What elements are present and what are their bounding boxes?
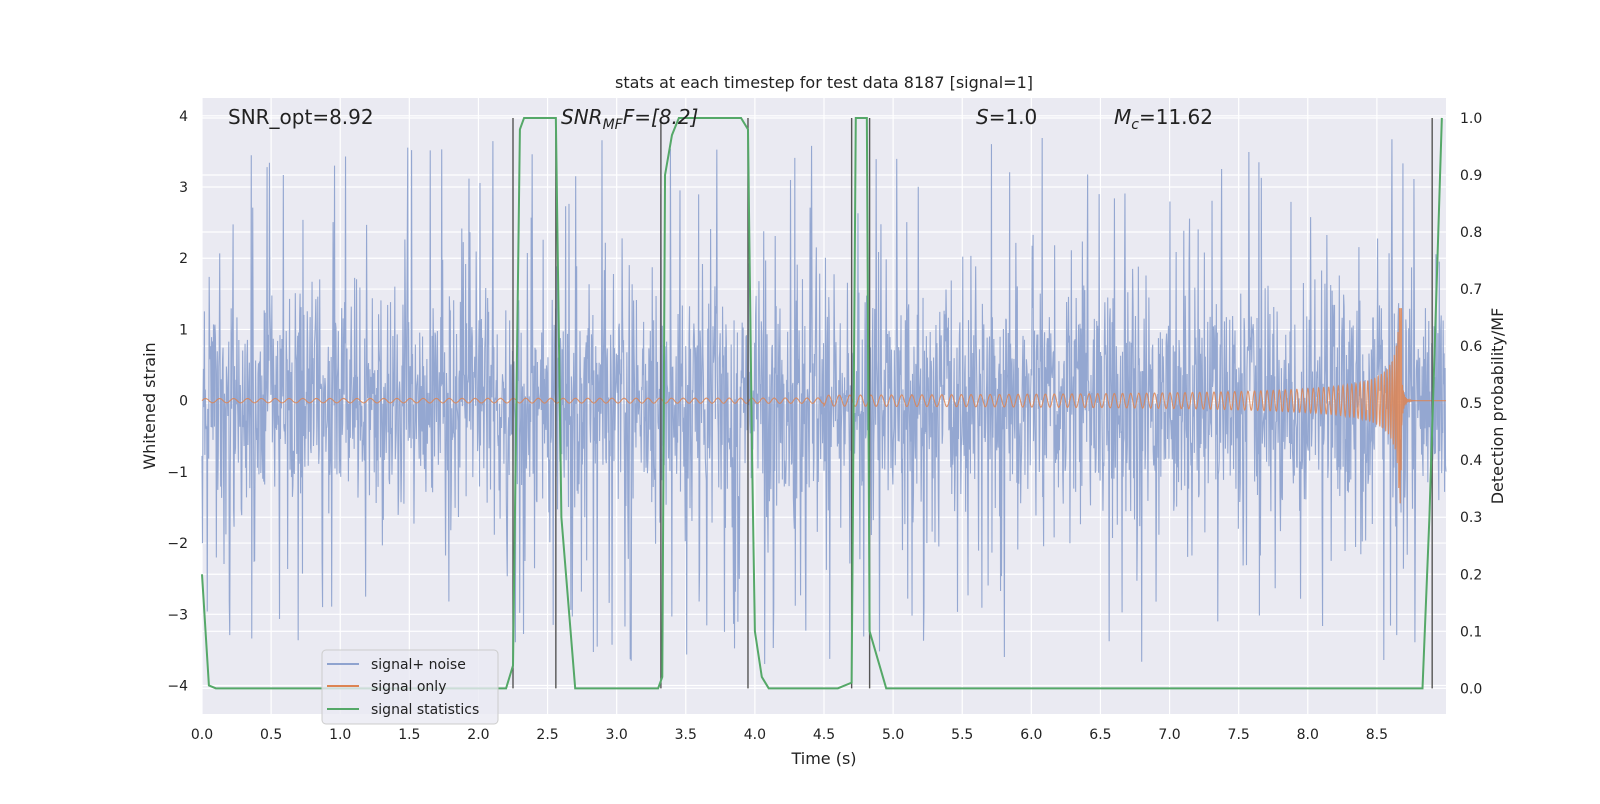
snr-opt-annotation: SNR_opt=8.92 [228,105,374,129]
signal-statistics-line [201,116,1443,690]
x-tick-label: 6.5 [1089,727,1111,743]
x-tick-label: 0.5 [260,727,282,743]
y-tick-label: 1 [179,322,188,338]
x-tick-label: 3.5 [675,727,697,743]
legend-label-signal-statistics: signal statistics [371,702,479,718]
y-right-tick-label: 0.9 [1460,168,1482,184]
mc-subscript: c [1131,117,1139,133]
y-tick-label: 0 [179,394,188,410]
x-axis-label: Time (s) [790,749,856,768]
x-tick-label: 7.0 [1158,727,1180,743]
noise-series [201,137,1447,664]
y-right-tick-labels: 0.0 0.1 0.2 0.3 0.4 0.5 0.6 0.7 0.8 0.9 1.0 [1460,111,1482,697]
y-right-tick-label: 0.5 [1460,396,1482,412]
y-right-tick-label: 0.2 [1460,567,1482,583]
snr-mf-annotation: SNRMFF=[8.2] [561,105,698,133]
legend: signal+ noise signal only signal statist… [321,649,499,725]
mc-annotation: Mc=11.62 [1114,105,1213,133]
mc-symbol: M [1114,105,1131,129]
y-tick-label: 4 [179,109,188,125]
x-tick-label: 4.5 [813,727,835,743]
s-symbol: S [976,105,989,129]
x-tick-label: 4.0 [744,727,766,743]
x-tick-label: 3.0 [606,727,628,743]
y-right-tick-label: 1.0 [1460,111,1482,127]
x-tick-label: 5.0 [882,727,904,743]
x-tick-label: 0.0 [191,727,213,743]
s-annotation: S=1.0 [976,105,1037,129]
signal-only-line [201,308,1446,504]
y-tick-labels: −4 −3 −2 −1 0 1 2 3 4 [167,109,188,695]
y-right-tick-label: 0.4 [1460,453,1482,469]
snr-mf-subscript: MF [603,117,624,133]
y-right-tick-label: 0.3 [1460,510,1482,526]
y-right-axis-label: Detection probability/MF [1488,308,1507,505]
x-tick-label: 2.0 [467,727,489,743]
y-right-tick-label: 0.1 [1460,624,1482,640]
y-tick-label: −2 [167,536,188,552]
legend-box [321,649,499,725]
signal-statistics-series [201,116,1443,690]
snr-mf-prefix: SNR [561,105,603,129]
x-tick-label: 2.5 [536,727,558,743]
x-tick-label: 1.5 [398,727,420,743]
x-tick-label: 1.0 [329,727,351,743]
mc-value: =11.62 [1139,105,1213,129]
y-right-tick-label: 0.8 [1460,225,1482,241]
signal-noise-line [201,137,1447,664]
snr-mf-rest: F=[8.2] [623,105,699,129]
x-tick-labels: 0.0 0.5 1.0 1.5 2.0 2.5 3.0 3.5 4.0 4.5 5.0 5.5 6.0 6… [191,727,1388,743]
x-tick-label: 7.5 [1228,727,1250,743]
s-value: =1.0 [989,105,1038,129]
y-tick-label: −1 [167,465,188,481]
chart-title: stats at each timestep for test data 818… [615,73,1033,92]
x-tick-label: 8.0 [1297,727,1319,743]
x-tick-label: 8.5 [1366,727,1388,743]
x-tick-label: 5.5 [951,727,973,743]
y-tick-label: 3 [179,180,188,196]
legend-label-noise: signal+ noise [371,657,466,673]
signal-only-series [201,308,1446,504]
y-tick-label: −3 [167,607,188,623]
y-tick-label: 2 [179,251,188,267]
legend-label-signal-only: signal only [371,679,446,695]
y-right-tick-label: 0.7 [1460,282,1482,298]
y-right-tick-label: 0.0 [1460,681,1482,697]
y-right-tick-label: 0.6 [1460,339,1482,355]
y-axis-label: Whitened strain [140,342,159,469]
snr-mf-f: F=[8.2] [623,105,699,129]
y-tick-label: −4 [167,679,188,695]
x-tick-label: 6.0 [1020,727,1042,743]
